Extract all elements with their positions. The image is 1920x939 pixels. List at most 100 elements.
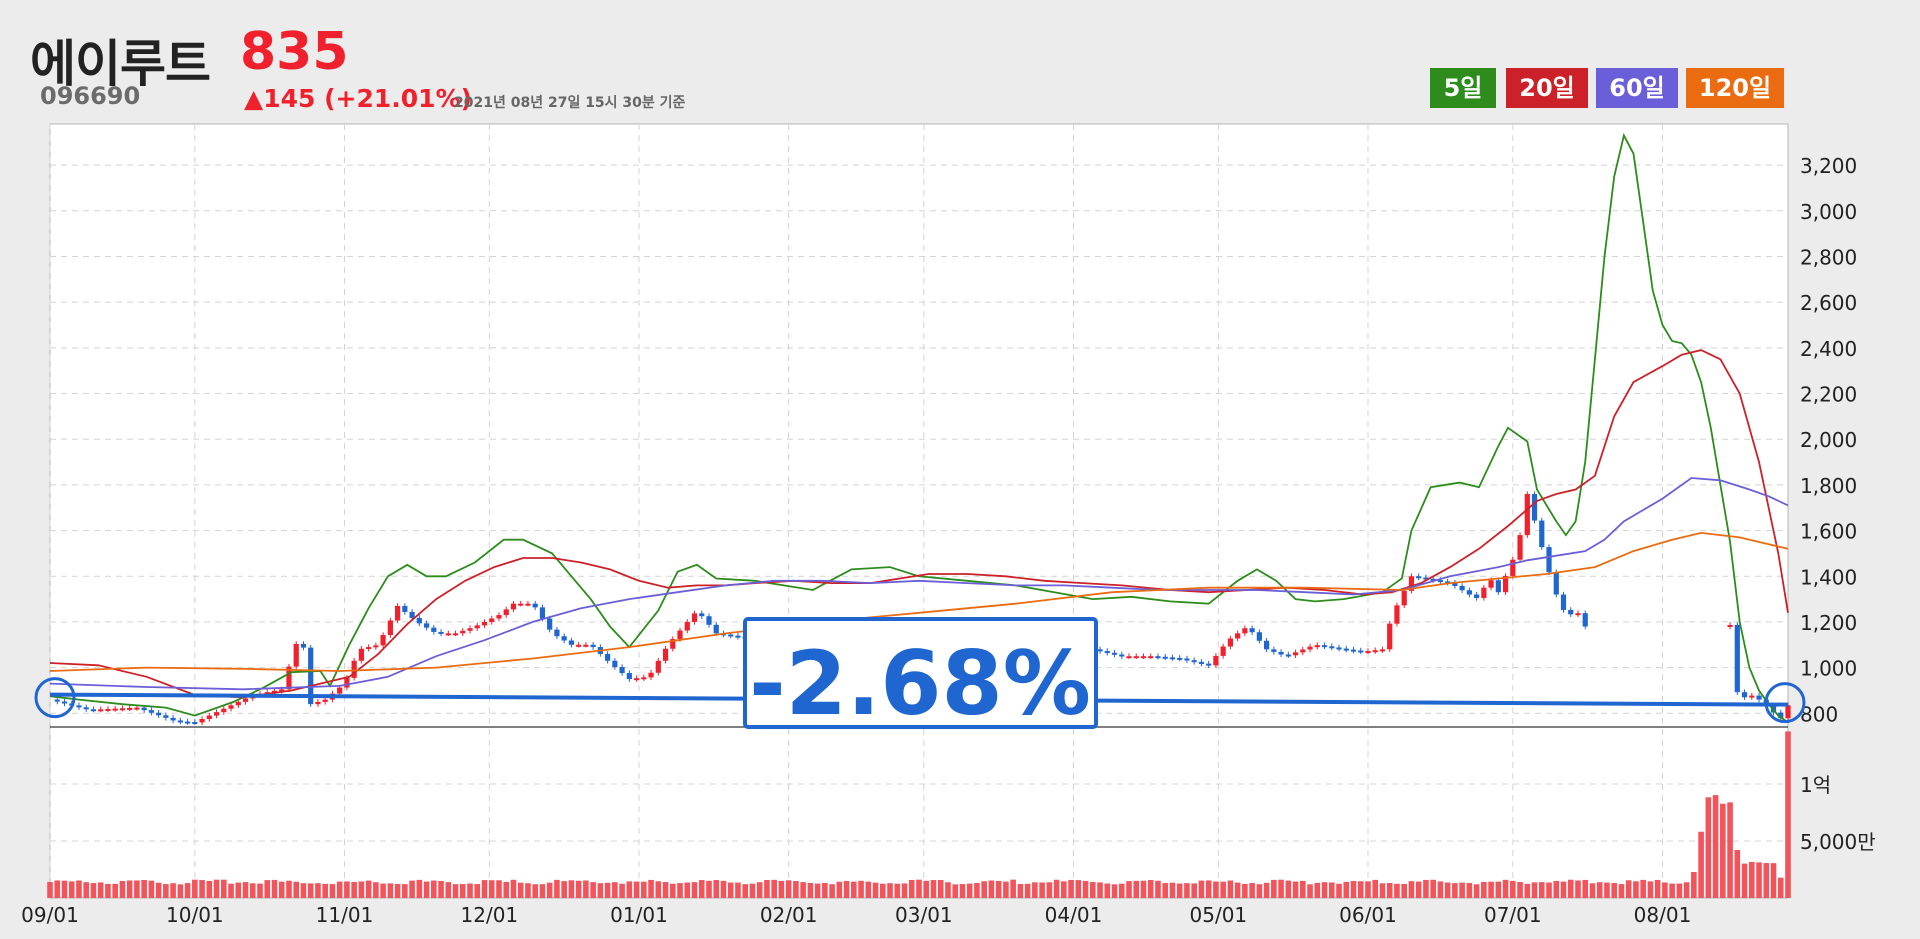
current-price: 835 xyxy=(240,22,349,82)
candle xyxy=(1365,651,1371,654)
volume-bar xyxy=(1604,882,1610,898)
candle xyxy=(1437,580,1443,583)
legend-ma20[interactable]: 20일 xyxy=(1506,68,1588,108)
change-callout-label: -2.68% xyxy=(749,632,1091,735)
candle xyxy=(532,603,538,608)
x-tick-label: 09/01 xyxy=(21,903,79,927)
volume-bar xyxy=(1575,880,1581,898)
volume-bar xyxy=(1777,877,1784,898)
volume-bar xyxy=(380,883,386,898)
candle xyxy=(1162,656,1168,659)
candle xyxy=(1553,572,1559,595)
volume-bar xyxy=(286,880,292,898)
volume-bar xyxy=(192,879,198,898)
candle xyxy=(605,653,611,661)
volume-bar xyxy=(662,882,669,898)
volume-bar xyxy=(764,879,770,898)
candle xyxy=(539,607,546,619)
volume-bar xyxy=(1691,871,1697,898)
volume-bar xyxy=(1256,884,1263,898)
volume-bar xyxy=(264,880,271,898)
volume-bar xyxy=(54,880,61,898)
volume-bar xyxy=(930,880,937,898)
volume-bar xyxy=(1633,881,1639,898)
volume-bar xyxy=(1372,879,1379,898)
candle xyxy=(525,603,531,606)
candle xyxy=(242,698,249,702)
candle xyxy=(1495,580,1501,593)
volume-bar xyxy=(300,883,307,898)
candle xyxy=(1119,654,1125,657)
volume-bar xyxy=(1654,879,1661,898)
candle xyxy=(90,709,97,712)
candle xyxy=(1560,594,1567,610)
candle xyxy=(1749,695,1755,698)
volume-bar xyxy=(981,881,987,898)
volume-bar xyxy=(1104,883,1111,898)
candle xyxy=(1343,648,1349,651)
volume-bar xyxy=(119,880,126,898)
volume-bar xyxy=(771,879,777,898)
volume-bar xyxy=(387,883,394,898)
volume-bar xyxy=(1647,881,1654,898)
candle xyxy=(1242,628,1248,634)
candle xyxy=(1568,609,1574,615)
candle xyxy=(76,705,82,708)
volume-bar xyxy=(1039,882,1045,898)
volume-bar xyxy=(626,881,633,898)
volume-bar xyxy=(1278,879,1284,898)
volume-bar xyxy=(1741,863,1748,898)
volume-bar xyxy=(1705,797,1712,898)
legend-ma60[interactable]: 60일 xyxy=(1596,68,1678,108)
volume-bar xyxy=(1155,880,1161,898)
volume-bar xyxy=(177,884,184,898)
volume-bar xyxy=(365,880,372,898)
volume-bar xyxy=(206,881,213,898)
candle xyxy=(467,628,473,631)
candle xyxy=(1264,640,1270,650)
volume-bar xyxy=(1459,882,1465,898)
y-tick-label: 800 xyxy=(1800,702,1838,726)
candle xyxy=(344,677,350,688)
volume-bar xyxy=(431,880,437,898)
volume-bar xyxy=(1126,881,1132,898)
volume-bar xyxy=(1466,883,1473,898)
candle xyxy=(380,635,386,646)
candle xyxy=(156,712,162,716)
legend-ma5[interactable]: 5일 xyxy=(1430,68,1496,108)
volume-bar xyxy=(1024,883,1031,898)
volume-bar xyxy=(1560,881,1567,898)
volume-bar xyxy=(1184,883,1190,898)
volume-bar xyxy=(1365,881,1371,898)
volume-bar xyxy=(879,883,886,898)
volume-bar xyxy=(1379,883,1386,898)
candle xyxy=(177,720,183,723)
x-tick-label: 02/01 xyxy=(760,903,818,927)
candle xyxy=(431,627,437,632)
volume-bar xyxy=(293,881,300,898)
x-tick-label: 03/01 xyxy=(895,903,953,927)
candle xyxy=(98,709,104,712)
change-callout xyxy=(743,617,1098,729)
candle xyxy=(1213,655,1219,666)
candle xyxy=(141,707,147,711)
volume-bar xyxy=(336,881,343,898)
candle xyxy=(134,707,140,710)
candle xyxy=(416,617,422,624)
candle xyxy=(423,623,430,628)
volume-bar xyxy=(90,883,97,898)
volume-bar xyxy=(561,881,567,898)
volume-bar xyxy=(1444,882,1451,898)
volume-bar xyxy=(1502,879,1509,898)
volume-bar xyxy=(1046,882,1053,898)
volume-bar xyxy=(1191,883,1197,898)
volume-bar xyxy=(1300,880,1306,898)
candle xyxy=(1148,656,1154,659)
volume-bar xyxy=(843,880,850,898)
candle xyxy=(633,678,640,681)
volume-bar xyxy=(184,883,191,898)
candle xyxy=(54,699,60,702)
volume-bar xyxy=(720,880,727,898)
candle xyxy=(221,708,227,713)
legend-ma120[interactable]: 120일 xyxy=(1686,68,1784,108)
